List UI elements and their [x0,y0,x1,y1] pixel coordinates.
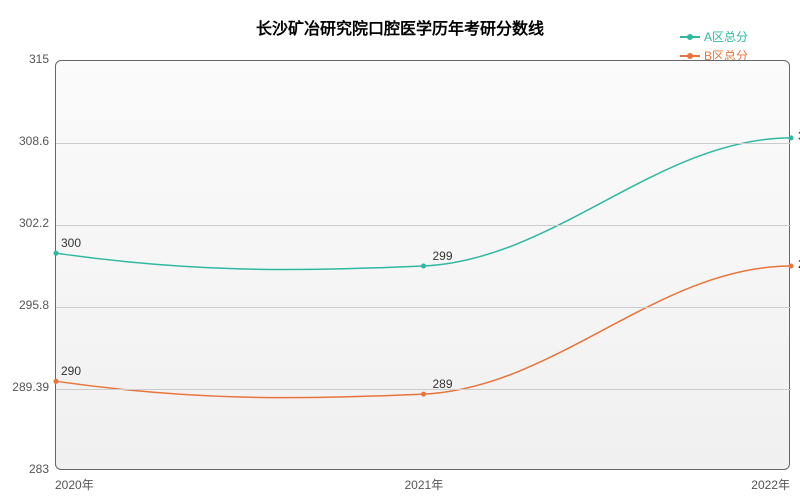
y-tick-label: 302.2 [19,216,49,230]
legend-item: A区总分 [680,28,748,45]
grid-line [56,225,791,226]
y-tick-label: 289.39 [12,380,49,394]
x-tick-label: 2021年 [405,476,444,493]
data-point [789,264,794,269]
plot-area [55,60,790,470]
data-label: 300 [61,236,81,250]
grid-line [56,389,791,390]
series-line [56,266,791,398]
data-label: 299 [433,249,453,263]
data-point [421,392,426,397]
data-label: 290 [61,364,81,378]
legend-swatch [680,36,700,38]
y-tick-label: 315 [29,52,49,66]
line-svg [56,61,791,471]
y-tick-label: 295.8 [19,298,49,312]
y-tick-label: 308.6 [19,134,49,148]
data-point [789,135,794,140]
data-point [421,264,426,269]
x-tick-label: 2022年 [751,476,790,493]
data-label: 289 [433,377,453,391]
grid-line [56,143,791,144]
x-tick-label: 2020年 [55,476,94,493]
series-line [56,138,791,270]
data-point [54,251,59,256]
chart-container: 长沙矿冶研究院口腔医学历年考研分数线 A区总分B区总分 283289.39295… [0,0,800,500]
y-tick-label: 283 [29,462,49,476]
data-point [54,379,59,384]
grid-line [56,307,791,308]
legend-swatch [680,55,700,57]
legend-label: A区总分 [704,28,748,45]
